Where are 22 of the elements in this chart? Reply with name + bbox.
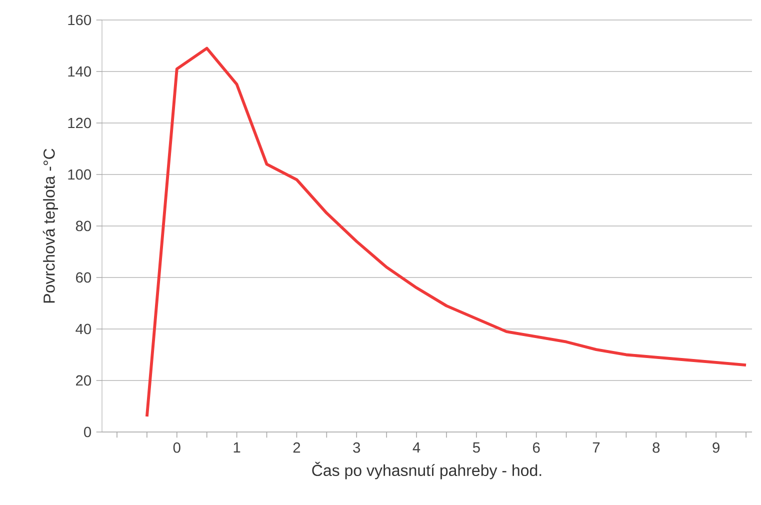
x-tick-label: 1 — [234, 442, 240, 452]
y-tick-label: 60 — [76, 272, 92, 283]
x-axis-title: Čas po vyhasnutí pahreby - hod. — [312, 462, 542, 480]
x-tick-label: 5 — [472, 442, 480, 453]
y-tick-label: 140 — [68, 66, 92, 77]
line-series — [145, 46, 748, 418]
y-tick-label: 80 — [76, 220, 92, 232]
x-tick-label: 8 — [652, 442, 660, 453]
y-tick-label: 120 — [68, 118, 92, 128]
x-tick-label: 3 — [353, 442, 360, 453]
y-tick-label: 0 — [84, 426, 92, 438]
x-tick-label: 0 — [173, 442, 180, 453]
y-axis-title: Povrchová teplota -°C — [42, 148, 58, 303]
x-tick-label: 6 — [533, 442, 540, 453]
x-tick-label: 4 — [412, 442, 420, 452]
y-tick-label: 160 — [68, 14, 92, 26]
x-tick-label: 9 — [712, 442, 720, 453]
y-tick-label: 40 — [76, 324, 92, 334]
x-tick-label: 2 — [293, 442, 300, 453]
y-tick-label: 20 — [76, 375, 92, 386]
y-tick-label: 100 — [68, 169, 92, 180]
x-tick-label: 7 — [592, 442, 600, 452]
